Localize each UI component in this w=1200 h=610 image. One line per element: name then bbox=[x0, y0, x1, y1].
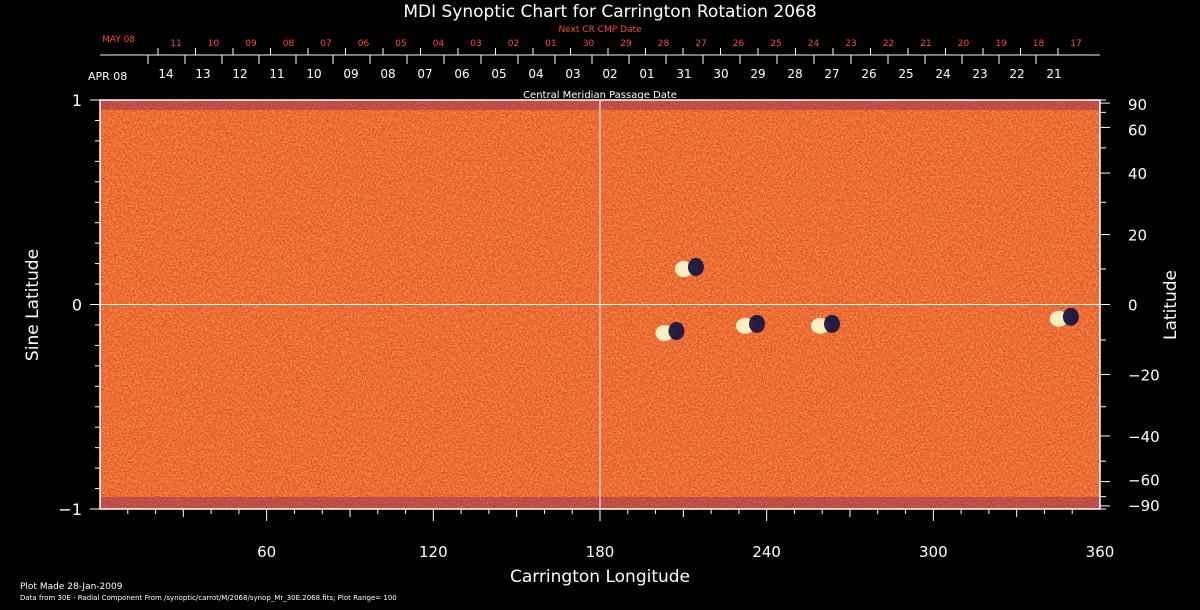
next-cr-tick-label: 23 bbox=[845, 39, 856, 49]
cmp-tick-label: 26 bbox=[861, 67, 876, 81]
y-axis-left-label: Sine Latitude bbox=[23, 249, 43, 361]
cmp-tick-label: 04 bbox=[528, 67, 543, 81]
y-right-tick-label: 40 bbox=[1128, 165, 1147, 183]
next-cr-tick-label: 30 bbox=[583, 39, 595, 49]
y-right-tick-label: −60 bbox=[1128, 472, 1160, 490]
next-cr-tick-label: 02 bbox=[508, 39, 519, 49]
next-cr-tick-label: 11 bbox=[170, 39, 181, 49]
cmp-tick-label: 02 bbox=[602, 67, 617, 81]
cmp-tick-label: 22 bbox=[1009, 67, 1024, 81]
next-cr-tick-label: 19 bbox=[995, 39, 1007, 49]
cmp-tick-label: 11 bbox=[269, 67, 284, 81]
cmp-tick-label: 08 bbox=[380, 67, 395, 81]
next-cr-tick-label: 21 bbox=[920, 39, 931, 49]
next-cr-month-label: MAY 08 bbox=[102, 35, 135, 45]
negative-polarity bbox=[749, 314, 765, 333]
x-axis-label: Carrington Longitude bbox=[510, 567, 690, 587]
next-cr-tick-label: 24 bbox=[808, 39, 820, 49]
x-axis-ticks: 60 120 180 240 300 360 bbox=[127, 509, 1115, 561]
cmp-tick-label: 24 bbox=[935, 67, 950, 81]
cmp-tick-label: 05 bbox=[491, 67, 506, 81]
y-right-tick-label: 0 bbox=[1128, 297, 1138, 315]
y-right-tick-label: −20 bbox=[1128, 366, 1160, 384]
y-right-tick-label: −90 bbox=[1128, 497, 1160, 515]
cmp-tick-label: 01 bbox=[639, 67, 654, 81]
next-cr-tick-label: 04 bbox=[433, 39, 445, 49]
cmp-tick-label: 13 bbox=[195, 67, 210, 81]
next-cr-tick-label: 22 bbox=[883, 39, 894, 49]
next-cr-tick-label: 07 bbox=[320, 39, 331, 49]
next-cr-tick-label: 10 bbox=[208, 39, 220, 49]
cmp-tick-label: 31 bbox=[676, 67, 691, 81]
x-tick-label: 180 bbox=[586, 543, 615, 561]
next-cr-tick-label: 25 bbox=[770, 39, 781, 49]
next-cr-tick-label: 03 bbox=[470, 39, 481, 49]
next-cr-tick-label: 29 bbox=[620, 39, 632, 49]
next-cr-tick-label: 08 bbox=[283, 39, 295, 49]
next-cr-tick-label: 28 bbox=[658, 39, 670, 49]
cmp-tick-label: 29 bbox=[750, 67, 765, 81]
next-cr-tick-label: 18 bbox=[1033, 39, 1045, 49]
data-source-note: Data from 30E - Radial Component From /s… bbox=[20, 594, 397, 602]
y-left-tick-label: 1 bbox=[72, 91, 82, 110]
next-cr-tick-label: 27 bbox=[695, 39, 706, 49]
negative-polarity bbox=[1062, 307, 1079, 326]
active-region bbox=[1049, 307, 1079, 327]
negative-polarity bbox=[687, 257, 704, 276]
next-cr-tick-label: 01 bbox=[545, 39, 556, 49]
cmp-tick-label: 10 bbox=[306, 67, 321, 81]
chart-title: MDI Synoptic Chart for Carrington Rotati… bbox=[403, 2, 816, 22]
y-right-tick-label: 20 bbox=[1128, 227, 1147, 245]
active-region bbox=[736, 314, 765, 334]
y-axis-right-label: Latitude bbox=[1161, 270, 1181, 340]
cmp-tick-label: 30 bbox=[713, 67, 728, 81]
y-axis-left-ticks: 1 0 −1 bbox=[58, 91, 100, 519]
negative-polarity bbox=[824, 314, 840, 333]
cmp-tick-label: 25 bbox=[898, 67, 913, 81]
y-axis-right-ticks: 90 60 40 20 0 −20 −40 −60 −90 bbox=[1100, 96, 1160, 515]
cmp-tick-label: 28 bbox=[787, 67, 802, 81]
x-tick-label: 60 bbox=[257, 543, 276, 561]
cmp-date-ticks: 14 13 12 11 10 09 08 07 06 05 04 03 02 01 31 30 29 28 27 26… bbox=[147, 55, 1062, 81]
negative-polarity bbox=[668, 321, 685, 340]
cmp-month-label: APR 08 bbox=[88, 70, 127, 83]
active-region bbox=[655, 321, 685, 341]
next-cr-tick-label: 06 bbox=[358, 39, 370, 49]
y-left-tick-label: 0 bbox=[72, 296, 82, 315]
cmp-tick-label: 03 bbox=[565, 67, 580, 81]
plot-made-note: Plot Made 28-Jan-2009 bbox=[20, 582, 123, 592]
y-left-tick-label: −1 bbox=[58, 500, 82, 519]
x-tick-label: 120 bbox=[419, 543, 448, 561]
y-right-tick-label: 90 bbox=[1128, 96, 1147, 114]
y-right-tick-label: −40 bbox=[1128, 428, 1160, 446]
cmp-tick-label: 21 bbox=[1046, 67, 1061, 81]
y-right-tick-label: 60 bbox=[1128, 121, 1147, 139]
next-cr-tick-label: 17 bbox=[1070, 39, 1081, 49]
next-cr-tick-label: 26 bbox=[733, 39, 745, 49]
next-cr-tick-label: 05 bbox=[395, 39, 406, 49]
next-cr-ticks: 11 10 09 08 07 06 05 04 03 02 01 30 29 28 27 26 25 24 23 22… bbox=[157, 39, 1082, 55]
x-tick-label: 240 bbox=[752, 543, 781, 561]
next-cr-cmp-label: Next CR CMP Date bbox=[558, 25, 642, 35]
cmp-axis-label: Central Meridian Passage Date bbox=[523, 90, 677, 101]
cmp-tick-label: 14 bbox=[158, 67, 173, 81]
next-cr-tick-label: 20 bbox=[958, 39, 970, 49]
active-regions bbox=[655, 257, 1079, 341]
cmp-tick-label: 12 bbox=[232, 67, 247, 81]
active-region bbox=[811, 314, 840, 334]
next-cr-tick-label: 09 bbox=[245, 39, 257, 49]
cmp-tick-label: 07 bbox=[417, 67, 432, 81]
x-tick-label: 300 bbox=[919, 543, 948, 561]
cmp-tick-label: 23 bbox=[972, 67, 987, 81]
x-tick-label: 360 bbox=[1086, 543, 1115, 561]
cmp-tick-label: 06 bbox=[454, 67, 469, 81]
cmp-tick-label: 09 bbox=[343, 67, 358, 81]
active-region bbox=[674, 257, 704, 277]
cmp-tick-label: 27 bbox=[824, 67, 839, 81]
